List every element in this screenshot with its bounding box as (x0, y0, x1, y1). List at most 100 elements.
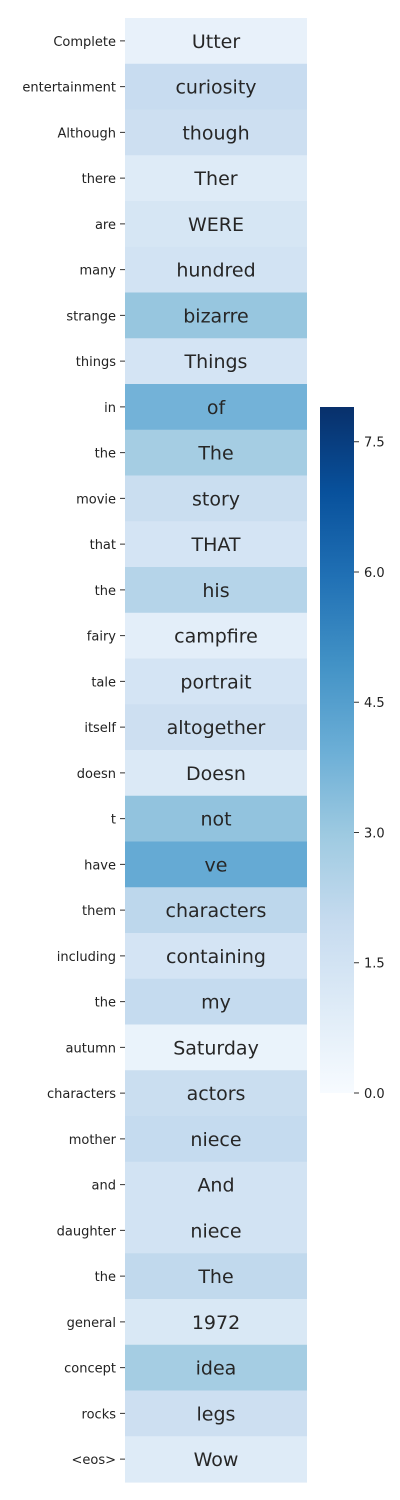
row-label: in (104, 401, 116, 416)
colorbar-tick-label: 3.0 (364, 826, 385, 841)
heatmap-cell (125, 978, 307, 1026)
row-label: t (111, 813, 116, 828)
heatmap-cell (125, 18, 307, 65)
heatmap-cell (125, 1161, 307, 1209)
cell-label: portrait (180, 671, 251, 693)
cell-label: though (182, 122, 249, 144)
heatmap-cell (125, 521, 307, 568)
cell-label: Wow (194, 1449, 239, 1471)
heatmap-cell (125, 155, 307, 202)
row-label: rocks (82, 1407, 117, 1422)
row-label: mother (69, 1133, 117, 1148)
colorbar-tick-label: 7.5 (364, 436, 385, 451)
cell-label: curiosity (175, 77, 256, 99)
heatmap-cells: Utter curiosity though Ther WERE hundred bizar… (125, 18, 307, 1483)
cell-label: bizarre (183, 305, 249, 327)
row-label: them (82, 904, 116, 919)
heatmap-cell (125, 658, 307, 705)
cell-label: Utter (192, 31, 240, 53)
cell-label: The (197, 1266, 233, 1288)
row-label: the (95, 996, 116, 1011)
heatmap-cell (125, 841, 307, 888)
heatmap-cell (125, 475, 307, 522)
row-label: Complete (53, 35, 116, 50)
cell-label: Saturday (173, 1037, 259, 1059)
row-labels: Complete entertainment Although there are man… (22, 35, 125, 1468)
cell-label: Ther (193, 168, 237, 190)
row-label: itself (84, 721, 116, 736)
heatmap-cell (125, 704, 307, 751)
row-label: movie (76, 492, 116, 507)
heatmap-cell (125, 63, 307, 111)
heatmap-cell (125, 612, 307, 660)
heatmap-cell (125, 429, 307, 477)
cell-label: WERE (188, 214, 244, 236)
cell-label: story (192, 488, 240, 510)
cell-label: Things (184, 351, 248, 373)
heatmap-cell (125, 1436, 307, 1483)
heatmap-cell (125, 292, 307, 339)
row-label: tale (91, 675, 116, 690)
row-label: fairy (87, 630, 116, 645)
row-label: doesn (77, 767, 116, 782)
cell-label: my (201, 992, 231, 1014)
cell-label: legs (197, 1403, 236, 1425)
heatmap-cell (125, 1207, 307, 1254)
row-label: things (76, 355, 116, 370)
heatmap-cell (125, 887, 307, 934)
colorbar-gradient (320, 407, 354, 1093)
colorbar-tick-label: 4.5 (364, 696, 385, 711)
cell-label: actors (187, 1083, 246, 1105)
cell-label: ve (205, 854, 228, 876)
cell-label: campfire (174, 626, 258, 648)
row-label: there (82, 172, 116, 187)
cell-label: Doesn (186, 763, 246, 785)
row-label: and (92, 1179, 116, 1194)
cell-label: THAT (190, 534, 240, 556)
row-label: autumn (66, 1041, 116, 1056)
heatmap-cell (125, 338, 307, 385)
cell-label: of (207, 397, 227, 419)
row-label: concept (64, 1362, 116, 1377)
cell-label: altogether (167, 717, 266, 739)
cell-label: his (202, 580, 229, 602)
colorbar: 0.0 1.5 3.0 4.5 6.0 7.5 (320, 407, 385, 1102)
heatmap-cell (125, 109, 307, 156)
row-label: the (95, 584, 116, 599)
cell-label: 1972 (192, 1312, 240, 1334)
colorbar-tick-label: 0.0 (364, 1087, 385, 1102)
colorbar-tick-label: 1.5 (364, 957, 385, 972)
heatmap-cell (125, 1070, 307, 1117)
cell-label: And (197, 1175, 234, 1197)
cell-label: niece (190, 1220, 241, 1242)
cell-label: characters (166, 900, 267, 922)
colorbar-tick-label: 6.0 (364, 566, 385, 581)
row-label: including (57, 950, 116, 965)
row-label: daughter (57, 1224, 117, 1239)
heatmap-cell (125, 750, 307, 797)
row-label: the (95, 1270, 116, 1285)
heatmap-cell (125, 1253, 307, 1300)
heatmap-cell (125, 246, 307, 294)
cell-label: containing (166, 946, 266, 968)
row-label: strange (66, 309, 116, 324)
row-label: characters (47, 1087, 116, 1102)
row-label: the (95, 447, 116, 462)
heatmap-cell (125, 1024, 307, 1071)
heatmap-cell (125, 1344, 307, 1392)
heatmap-cell (125, 1116, 307, 1163)
cell-label: hundred (176, 260, 255, 282)
row-label: are (95, 218, 116, 233)
row-label: Although (57, 126, 116, 141)
heatmap-cell (125, 201, 307, 248)
row-label: many (79, 264, 116, 279)
heatmap-cell (125, 567, 307, 614)
cell-label: idea (196, 1358, 237, 1380)
row-label: general (67, 1316, 116, 1331)
heatmap-cell (125, 1390, 307, 1437)
heatmap-cell (125, 384, 307, 431)
row-label: <eos> (71, 1453, 116, 1468)
row-label: have (84, 858, 116, 873)
row-label: entertainment (22, 81, 116, 96)
